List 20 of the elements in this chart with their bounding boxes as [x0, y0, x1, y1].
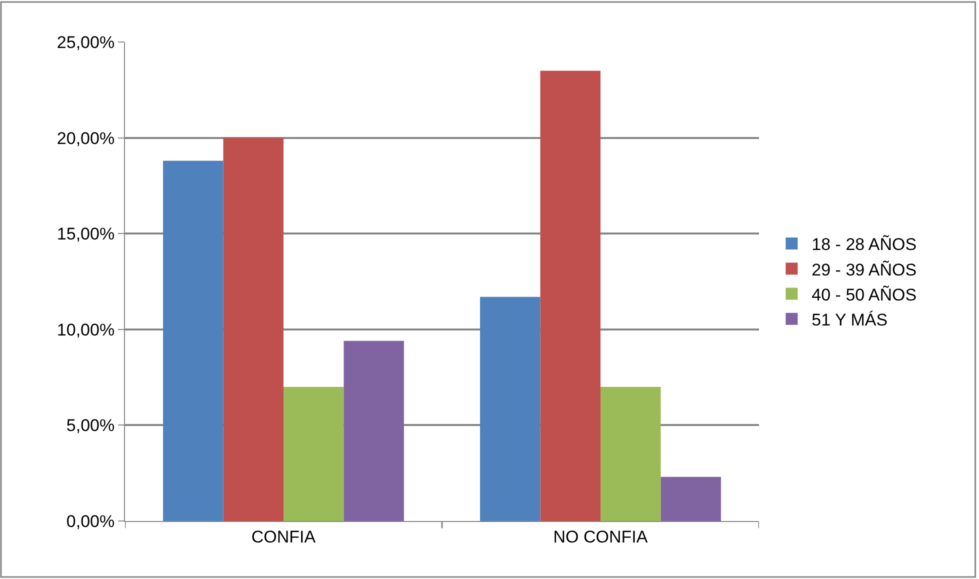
y-tick-label: 15,00%: [56, 224, 115, 244]
legend-label: 18 - 28 AÑOS: [812, 235, 917, 254]
y-tick-label: 20,00%: [56, 128, 115, 148]
y-tick-label: 0,00%: [66, 512, 115, 531]
x-tick-label: NO CONFIA: [553, 527, 648, 546]
y-tick-label: 5,00%: [66, 416, 115, 436]
y-tick-label: 10,00%: [56, 320, 115, 340]
bar: [540, 70, 600, 521]
legend-label: 40 - 50 AÑOS: [812, 285, 917, 304]
bar: [344, 340, 404, 521]
bar: [600, 386, 661, 521]
bar: [480, 296, 540, 521]
legend-label: 29 - 39 AÑOS: [812, 260, 917, 280]
bar: [223, 138, 284, 521]
bar: [284, 386, 344, 521]
y-tick-label: 25,00%: [56, 32, 115, 52]
x-tick-label: CONFIA: [251, 527, 316, 546]
legend-label: 51 Y MÁS: [812, 310, 888, 330]
bar: [163, 160, 224, 521]
bar: [660, 476, 721, 521]
